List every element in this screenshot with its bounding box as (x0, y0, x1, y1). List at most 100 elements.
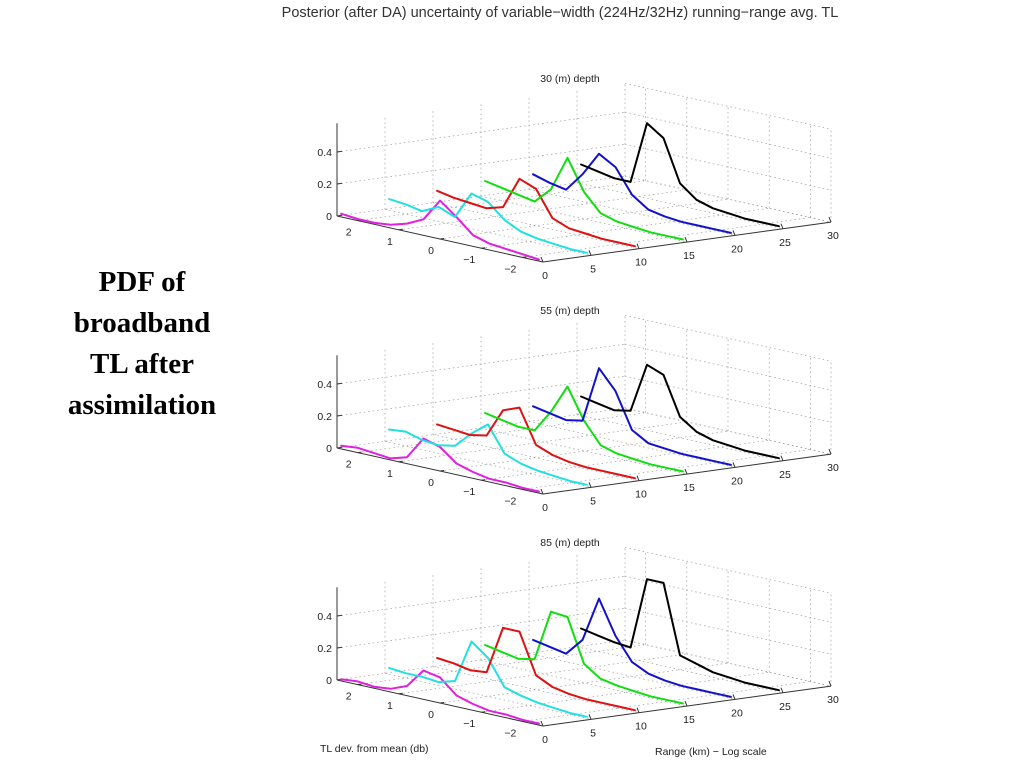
y-tick (780, 455, 784, 461)
x-tick (398, 228, 403, 231)
y-tick-label: 20 (731, 707, 743, 719)
series-line-range-15 (484, 385, 684, 473)
series-line-range-25 (580, 122, 780, 228)
y-tick (588, 714, 592, 720)
x-tick-label: −1 (463, 254, 475, 266)
floor-gridline (528, 421, 736, 468)
z-tick (336, 414, 343, 417)
y-axis-label: Range (km) − Log scale (655, 746, 767, 758)
series-line-range-5 (388, 640, 588, 718)
x-tick (481, 247, 486, 249)
y-tick-label: 0 (542, 502, 548, 514)
y-tick (828, 680, 832, 687)
wall-gridline (624, 82, 832, 130)
z-tick-label: 0.4 (317, 147, 332, 159)
series-line-range-5 (388, 192, 588, 254)
y-tick (828, 216, 832, 223)
y-tick (732, 230, 736, 236)
y-tick (780, 687, 784, 693)
floor-gridline (432, 434, 640, 482)
floor-gridline (481, 439, 770, 481)
z-tick-label: 0 (326, 211, 332, 223)
y-tick-label: 25 (779, 469, 791, 481)
wall-gridline (336, 143, 626, 185)
x-tick (357, 683, 362, 686)
y-tick (588, 250, 592, 256)
series-line-range-15 (484, 156, 684, 241)
floor-gridline (576, 182, 784, 230)
floor-gridline (480, 427, 688, 475)
wall-gridline (624, 143, 832, 191)
y-tick-label: 10 (635, 489, 647, 501)
series-line-range-20 (532, 152, 732, 234)
y-tick (684, 236, 688, 243)
z-tick (336, 446, 343, 449)
y-tick-label: 15 (683, 714, 695, 726)
wall-gridline (624, 175, 832, 223)
z-tick (336, 150, 343, 153)
y-tick (732, 462, 736, 468)
x-tick (357, 451, 362, 454)
series-line-range-10 (436, 177, 636, 248)
x-tick (522, 256, 527, 258)
x-tick-label: 2 (346, 227, 352, 239)
y-tick (540, 256, 544, 263)
y-tick (636, 475, 640, 481)
y-tick-label: 20 (731, 475, 743, 487)
wall-gridline (624, 639, 832, 687)
wall-gridline (624, 575, 832, 623)
y-tick (732, 694, 736, 700)
x-axis-label: TL dev. from mean (db) (320, 743, 429, 755)
x-tick-label: −2 (504, 263, 516, 275)
y-tick-label: 25 (779, 701, 791, 713)
floor-gridline (481, 671, 770, 713)
floor-gridline (480, 195, 688, 243)
series-line-range-0 (340, 437, 540, 493)
x-tick-label: 0 (428, 245, 434, 257)
floor-gridline (528, 653, 736, 700)
y-tick-label: 30 (827, 230, 839, 242)
z-tick-label: 0.2 (317, 643, 332, 655)
side-caption-line: PDF of (98, 266, 186, 298)
z-tick-label: 0.2 (317, 179, 332, 191)
floor-gridline (439, 198, 729, 240)
y-tick-label: 10 (635, 721, 647, 733)
wall-gridline (336, 343, 626, 385)
series-line-range-15 (484, 610, 684, 705)
wall-gridline (624, 343, 832, 391)
x-tick-label: −2 (504, 727, 516, 739)
z-tick (336, 382, 343, 385)
y-tick-label: 30 (827, 462, 839, 474)
floor-gridline (384, 441, 592, 488)
y-tick (636, 243, 640, 249)
floor-gridline (357, 412, 646, 453)
wall-gridline (624, 546, 832, 594)
z-tick-label: 0 (326, 675, 332, 687)
y-tick-label: 15 (683, 482, 695, 494)
floor-gridline (357, 180, 646, 221)
series-line-range-10 (436, 406, 636, 480)
x-tick (481, 711, 486, 713)
series-line-range-25 (580, 363, 780, 460)
floor-gridline (432, 666, 640, 714)
panel-title: 85 (m) depth (540, 537, 600, 549)
wall-gridline (336, 607, 626, 649)
side-caption-line: assimilation (67, 389, 217, 421)
y-tick (636, 707, 640, 713)
wall-gridline (624, 314, 832, 362)
x-tick (439, 702, 445, 704)
floor-gridline (357, 644, 646, 685)
wall-gridline (336, 175, 626, 217)
series-line-range-0 (340, 669, 540, 725)
panel-title: 55 (m) depth (540, 305, 600, 317)
floor-gridline (528, 189, 736, 236)
wall-gridline (336, 639, 626, 681)
panel-title: 30 (m) depth (540, 73, 600, 85)
x-tick (439, 238, 445, 240)
y-tick-label: 20 (731, 243, 743, 255)
y-tick-label: 0 (542, 734, 548, 746)
series-line-range-0 (340, 199, 540, 261)
y-tick-label: 15 (683, 250, 695, 262)
